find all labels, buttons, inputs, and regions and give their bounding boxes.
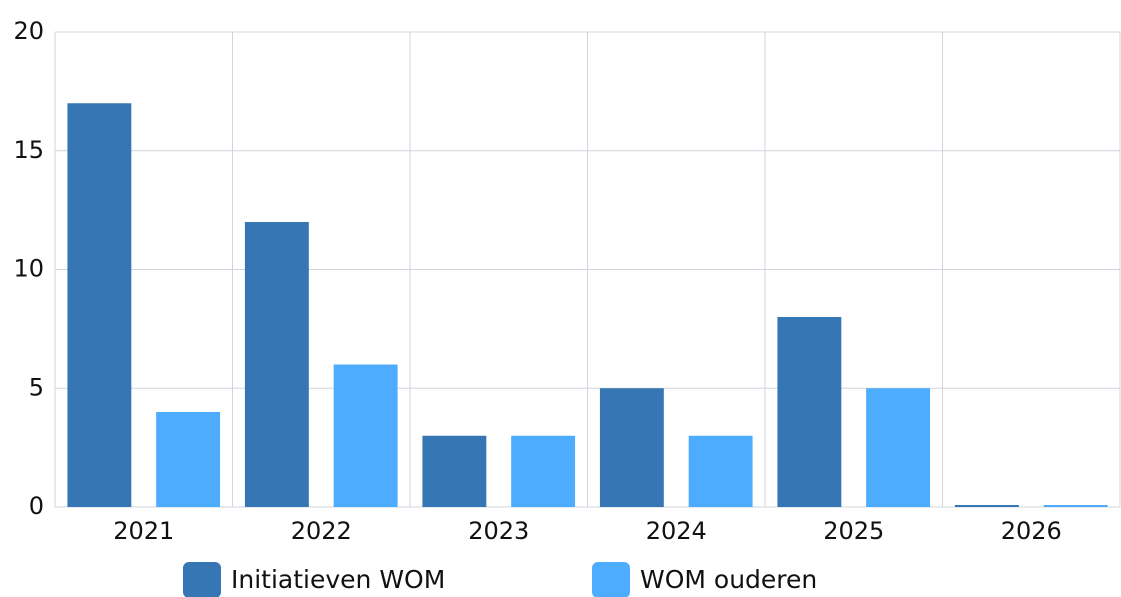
x-tick-label: 2025	[823, 517, 884, 545]
bar	[244, 222, 309, 507]
legend-label: WOM ouderen	[640, 565, 817, 594]
y-tick-label: 20	[13, 17, 44, 45]
bar	[1043, 505, 1108, 507]
bar	[67, 103, 132, 507]
bar	[866, 388, 931, 507]
x-tick-label: 2026	[1001, 517, 1062, 545]
bar	[599, 388, 664, 507]
y-tick-label: 10	[13, 255, 44, 283]
x-tick-label: 2022	[291, 517, 352, 545]
x-tick-label: 2024	[646, 517, 707, 545]
x-tick-label: 2023	[468, 517, 529, 545]
legend-swatch	[592, 562, 630, 597]
legend-swatch	[183, 562, 221, 597]
y-tick-label: 0	[29, 492, 44, 520]
y-tick-label: 5	[29, 373, 44, 401]
bar	[156, 412, 221, 507]
y-tick-label: 15	[13, 136, 44, 164]
x-tick-label: 2021	[113, 517, 174, 545]
bar	[688, 435, 753, 507]
bar	[954, 505, 1019, 507]
bar	[333, 364, 398, 507]
bar	[777, 317, 842, 507]
legend-label: Initiatieven WOM	[231, 565, 445, 594]
bar	[422, 435, 487, 507]
bar	[511, 435, 576, 507]
